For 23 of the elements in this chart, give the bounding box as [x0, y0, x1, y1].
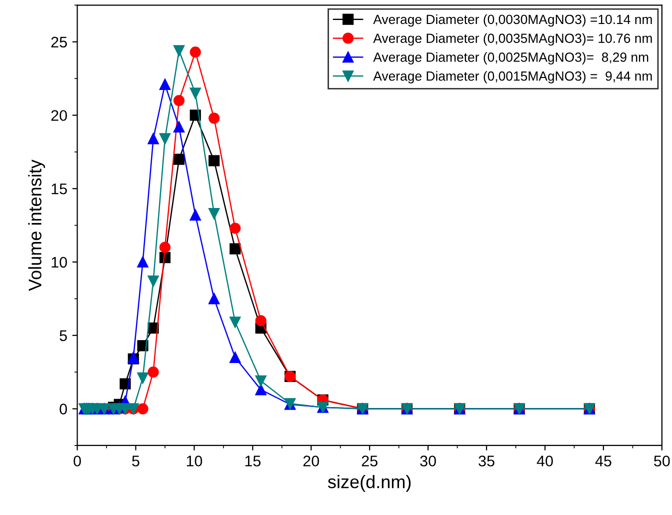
- y-tick-label: 10: [52, 256, 67, 268]
- y-tick-label: 15: [52, 184, 67, 194]
- x-tick-label: 25: [362, 456, 378, 466]
- x-tick-label: 5: [132, 456, 140, 466]
- y-tick-label: 5: [60, 330, 67, 342]
- x-tick-label: 35: [478, 456, 494, 466]
- legend-label: Average Diameter (0,0025MAgNO3)= 8,29 nm: [373, 52, 648, 64]
- legend-label: Average Diameter (0,0030MAgNO3) =10.14 nm: [373, 14, 652, 27]
- y-tick-label: 25: [51, 36, 67, 48]
- x-tick-label: 30: [420, 456, 436, 466]
- x-tick-label: 0: [74, 456, 81, 466]
- x-tick-label: 20: [303, 456, 320, 466]
- y-tick-label: 0: [60, 404, 67, 414]
- y-tick-label: 20: [51, 110, 67, 121]
- x-tick-label: 40: [536, 456, 553, 466]
- x-tick-label: 50: [654, 456, 670, 466]
- legend-label: Average Diameter (0,0015MAgNO3) = 9,44 nm: [373, 71, 652, 84]
- y-axis-title: Volume intensity: [28, 160, 46, 291]
- x-tick-label: 15: [245, 456, 261, 466]
- x-tick-label: 45: [595, 456, 612, 466]
- x-tick-label: 10: [186, 456, 202, 466]
- x-axis-title: size(d.nm): [328, 474, 411, 492]
- legend-label: Average Diameter (0,0035MAgNO3)= 10.76 nm: [373, 33, 652, 46]
